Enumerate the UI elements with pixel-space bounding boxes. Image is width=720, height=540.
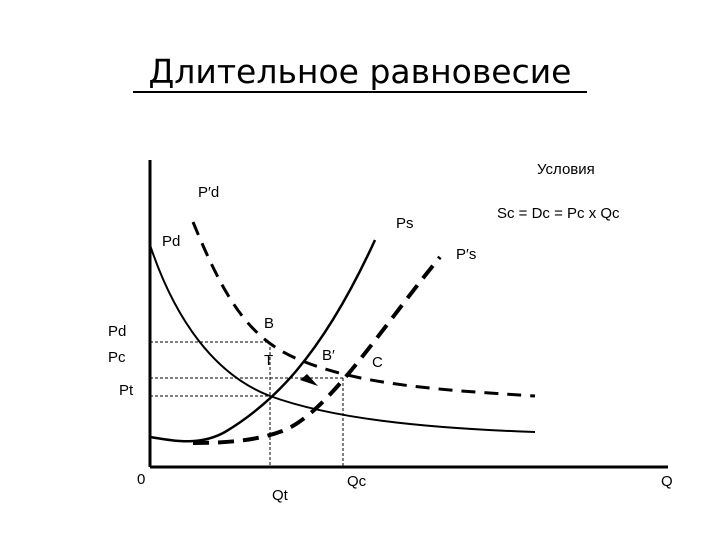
slide-title: Длительное равновесие: [149, 52, 572, 91]
demand-curve: [149, 244, 536, 433]
supply-shifted-curve: [192, 255, 442, 445]
x-axis-label: Q: [661, 473, 673, 490]
y-label: Pt: [119, 382, 134, 399]
shift-arrow: [300, 374, 318, 386]
curve-label: Ps: [396, 215, 414, 232]
curve-label: Pd: [162, 233, 180, 250]
point-label: T: [264, 352, 273, 369]
point-label: C: [372, 354, 383, 371]
supply-curve: [149, 239, 377, 443]
conditions-title: Условия: [537, 161, 595, 178]
guides: [150, 341, 344, 467]
conditions-formula: Sc = Dc = Pc x Qc: [497, 205, 620, 222]
demand-shifted-curve: [191, 221, 536, 398]
x-label: Qc: [347, 473, 367, 490]
curve-label: P′s: [456, 246, 476, 263]
y-label: Pc: [108, 349, 126, 366]
point-label: B: [264, 315, 274, 332]
curve-label: P′d: [198, 184, 219, 201]
origin-label: 0: [137, 471, 145, 488]
x-label: Qt: [272, 487, 289, 504]
y-label: Pd: [108, 323, 126, 340]
point-label: B′: [322, 347, 335, 364]
